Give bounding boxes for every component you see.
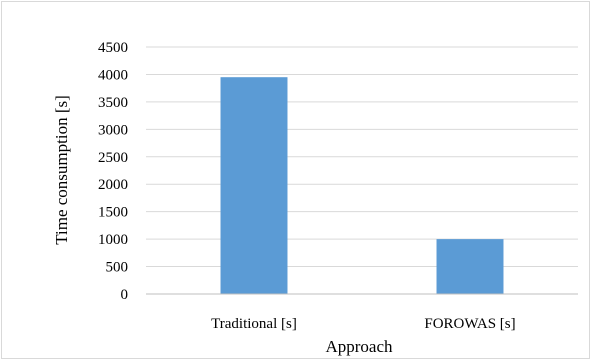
- y-tick-label: 4500: [98, 40, 128, 56]
- x-axis-title: Approach: [325, 337, 393, 356]
- y-tick-label: 3000: [98, 122, 128, 138]
- y-tick-label: 0: [121, 287, 129, 303]
- x-tick-labels: Traditional [s] FOROWAS [s]: [211, 316, 515, 332]
- bar-traditional-s: [220, 77, 288, 294]
- y-axis-title: Time consumption [s]: [52, 95, 71, 245]
- gridlines: [146, 46, 578, 268]
- y-tick-label: 500: [106, 260, 129, 276]
- y-tick-label: 2000: [98, 177, 128, 193]
- bars: [220, 77, 504, 294]
- y-tick-label: 4000: [98, 67, 128, 83]
- y-tick-label: 3500: [98, 95, 128, 111]
- bar-forowas-s: [436, 239, 504, 294]
- y-tick-labels: 0 500 1000 1500 2000 2500 3000 3500 4000 4500: [98, 40, 128, 303]
- x-tick-label: Traditional [s]: [211, 316, 297, 332]
- y-tick-label: 2500: [98, 150, 128, 166]
- y-tick-label: 1000: [98, 232, 128, 248]
- y-tick-label: 1500: [98, 205, 128, 221]
- x-tick-label: FOROWAS [s]: [424, 316, 515, 332]
